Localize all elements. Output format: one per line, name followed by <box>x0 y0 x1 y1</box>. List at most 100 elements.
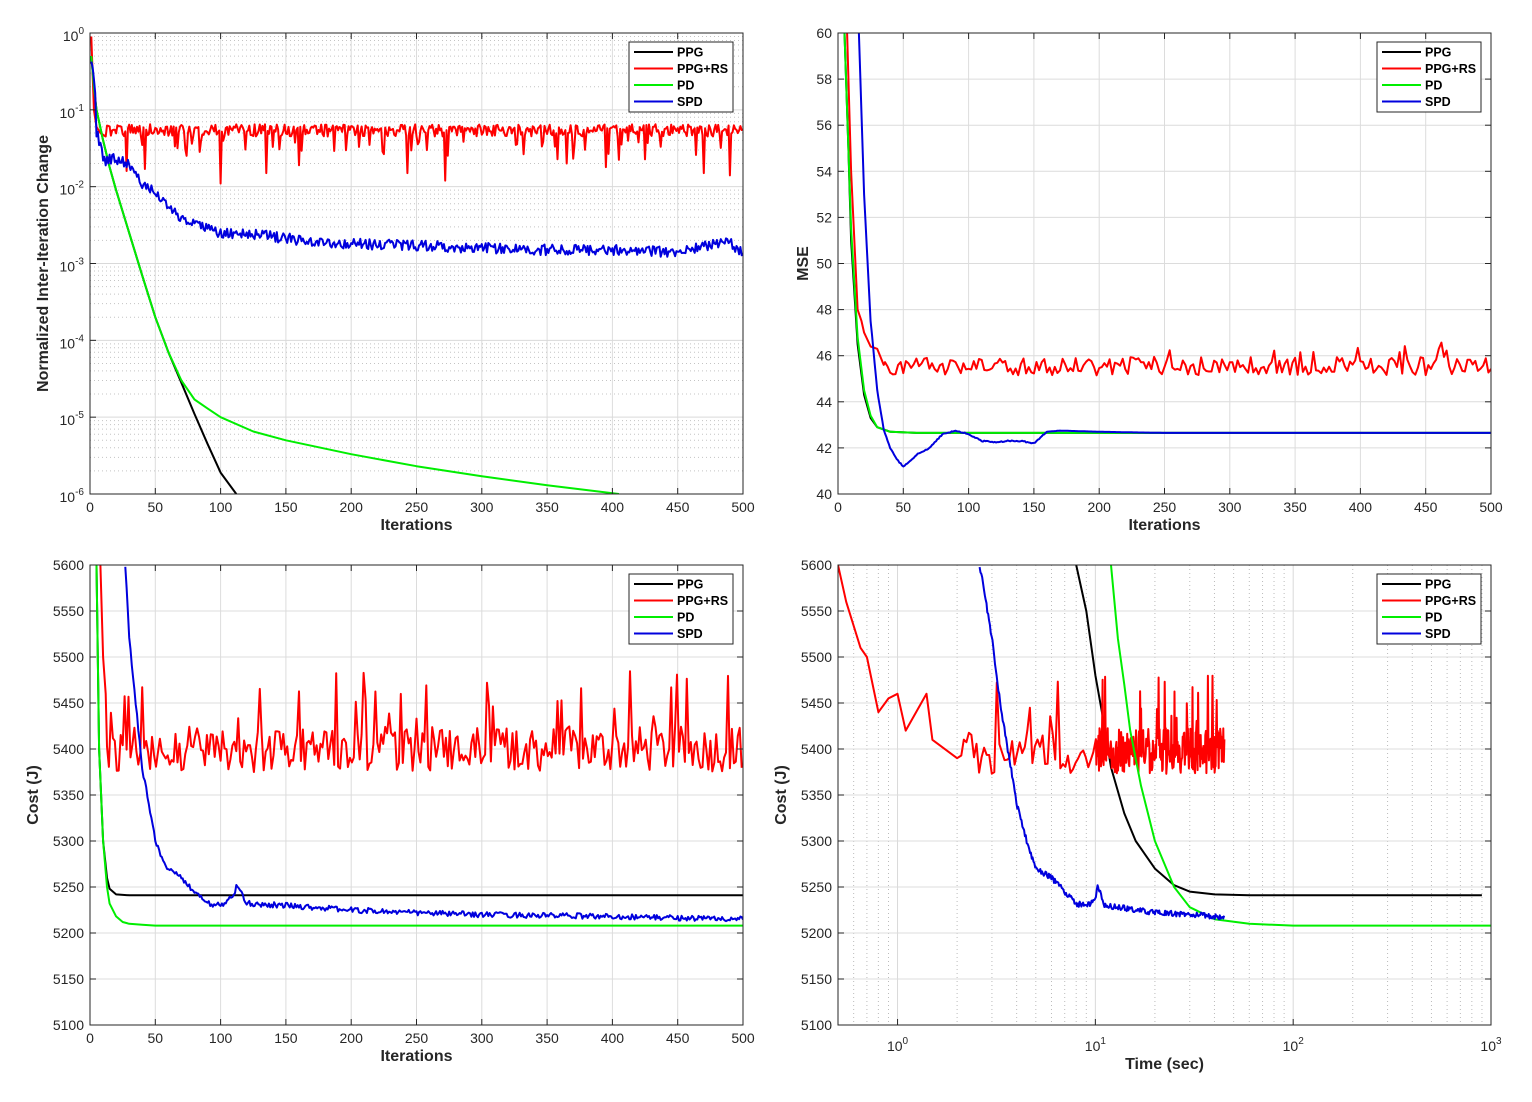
y-tick-label: 100 <box>63 26 85 44</box>
chart-panel-4: 100 101 102 103 5100 5150 5200 5250 5300 5350 5400… <box>773 557 1502 1073</box>
y-tick-label: 5150 <box>53 971 84 987</box>
x-tick-label: 103 <box>1480 1036 1502 1054</box>
y-tick-label: 52 <box>816 209 832 225</box>
x-tick-label: 350 <box>535 1030 559 1046</box>
series-line-ppg-rs <box>838 565 1226 775</box>
x-tick-label: 0 <box>86 499 94 515</box>
y-tick-label: 10-5 <box>60 410 85 428</box>
legend-label: PD <box>1425 611 1442 625</box>
y-tick-label: 50 <box>816 256 832 272</box>
legend-label: PD <box>677 79 694 93</box>
x-tick-label: 450 <box>1414 499 1438 515</box>
chart-panel-2: 0 50 100 150 200 250 300 350 400 450 500 40 42 44 46 48… <box>795 25 1503 534</box>
y-tick-label: 60 <box>816 25 832 41</box>
x-tick-label: 0 <box>86 1030 94 1046</box>
y-tick-label: 48 <box>816 302 832 318</box>
legend-label: PPG+RS <box>1425 594 1476 608</box>
y-tick-label: 5600 <box>53 557 84 573</box>
x-tick-label: 100 <box>957 499 981 515</box>
x-tick-label: 450 <box>666 1030 690 1046</box>
x-tick-label: 300 <box>470 1030 494 1046</box>
y-tick-label: 5250 <box>53 879 84 895</box>
y-axis-label: MSE <box>795 246 812 281</box>
series-group <box>95 565 743 927</box>
y-tick-label: 54 <box>816 163 832 179</box>
x-tick-label: 450 <box>666 499 690 515</box>
x-tick-label: 250 <box>1153 499 1177 515</box>
y-tick-label: 40 <box>816 486 832 502</box>
legend-label: PPG <box>1425 46 1451 60</box>
x-tick-label: 101 <box>1085 1036 1107 1054</box>
x-tick-label: 102 <box>1283 1036 1305 1054</box>
legend-label: PPG+RS <box>677 594 728 608</box>
x-axis-label: Iterations <box>380 517 452 534</box>
legend-label: PPG+RS <box>1425 62 1476 76</box>
y-tick-label: 5500 <box>53 649 84 665</box>
y-tick-label: 5500 <box>801 649 832 665</box>
y-tick-label: 58 <box>816 71 832 87</box>
y-tick-label: 5550 <box>801 603 832 619</box>
legend: PPG PPG+RS PD SPD <box>628 573 734 645</box>
x-tick-label: 300 <box>470 499 494 515</box>
x-tick-label: 50 <box>148 499 164 515</box>
y-tick-label: 5250 <box>801 879 832 895</box>
x-tick-label: 500 <box>1479 499 1503 515</box>
y-tick-label: 44 <box>816 394 832 410</box>
legend-label: PPG <box>677 46 703 60</box>
x-tick-label: 200 <box>1088 499 1112 515</box>
y-tick-label: 5600 <box>801 557 832 573</box>
x-tick-label: 500 <box>731 499 755 515</box>
x-tick-label: 400 <box>601 499 625 515</box>
x-tick-label: 400 <box>1349 499 1373 515</box>
y-tick-label: 5550 <box>53 603 84 619</box>
x-tick-label: 50 <box>148 1030 164 1046</box>
x-tick-label: 350 <box>1283 499 1307 515</box>
x-tick-label: 350 <box>535 499 559 515</box>
x-tick-label: 150 <box>274 499 298 515</box>
series-line-pd <box>1110 565 1491 927</box>
series-line-spd <box>90 61 743 258</box>
legend-label: PD <box>1425 79 1442 93</box>
x-tick-label: 300 <box>1218 499 1242 515</box>
x-tick-label: 250 <box>405 499 429 515</box>
x-tick-label: 150 <box>274 1030 298 1046</box>
legend: PPG PPG+RS PD SPD <box>1376 41 1482 113</box>
y-tick-label: 56 <box>816 117 832 133</box>
series-line-ppg <box>1075 565 1482 897</box>
y-tick-label: 42 <box>816 440 832 456</box>
y-tick-label: 5450 <box>53 695 84 711</box>
series-line-ppg-rs <box>90 36 743 185</box>
y-tick-label: 5300 <box>53 833 84 849</box>
x-tick-label: 50 <box>896 499 912 515</box>
y-tick-label: 5350 <box>53 787 84 803</box>
x-axis-label: Time (sec) <box>1125 1056 1204 1073</box>
series-group <box>838 565 1491 927</box>
legend-label: SPD <box>677 95 703 109</box>
x-tick-label: 100 <box>887 1036 909 1054</box>
y-tick-label: 5450 <box>801 695 832 711</box>
series-group <box>843 33 1491 468</box>
series-line-ppg-rs <box>846 33 1491 377</box>
legend-label: PPG <box>1425 578 1451 592</box>
series-line-spd <box>857 33 1491 468</box>
y-tick-label: 5100 <box>53 1017 84 1033</box>
y-tick-label: 5200 <box>53 925 84 941</box>
y-tick-label: 46 <box>816 348 832 364</box>
y-tick-label: 5300 <box>801 833 832 849</box>
series-group <box>90 36 743 494</box>
series-line-ppg-rs <box>99 565 743 773</box>
x-tick-label: 250 <box>405 1030 429 1046</box>
x-tick-label: 200 <box>340 499 364 515</box>
legend-box <box>628 41 734 113</box>
y-tick-label: 10-3 <box>60 257 85 275</box>
series-line-pd <box>95 565 743 927</box>
y-tick-label: 5350 <box>801 787 832 803</box>
x-tick-label: 100 <box>209 1030 233 1046</box>
legend-box <box>1376 573 1482 645</box>
series-line-pd <box>843 33 1491 434</box>
y-tick-label: 5200 <box>801 925 832 941</box>
chart-panel-3: 0 50 100 150 200 250 300 350 400 450 500 5100 5150 52… <box>25 557 755 1065</box>
y-tick-label: 10-1 <box>60 103 85 121</box>
y-axis-label: Cost (J) <box>773 765 790 825</box>
legend: PPG PPG+RS PD SPD <box>1376 573 1482 645</box>
